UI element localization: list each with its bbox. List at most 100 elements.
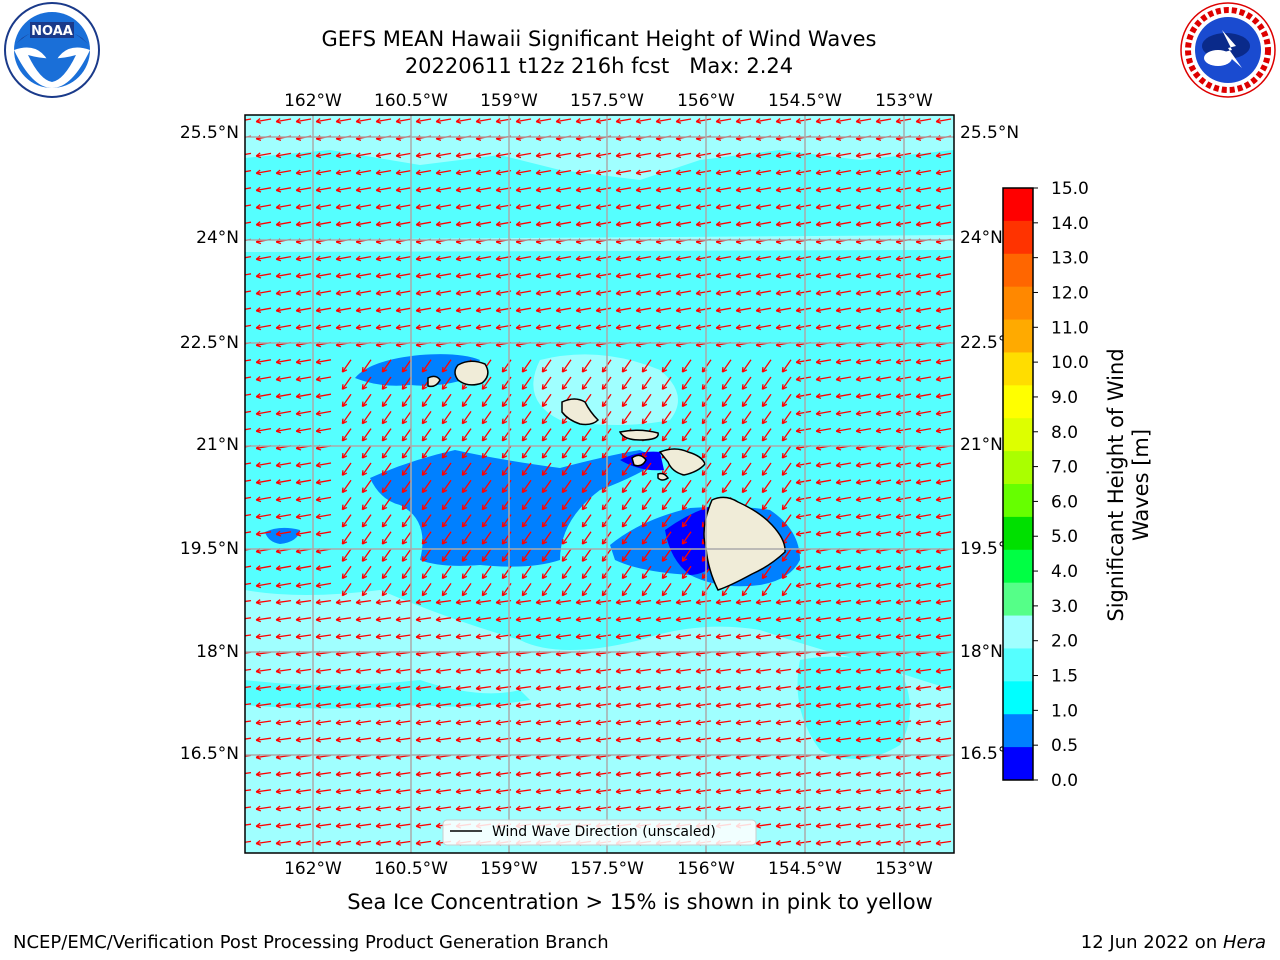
wave-direction-arrowhead xyxy=(715,805,722,812)
wave-direction-arrowhead xyxy=(661,504,668,511)
wave-direction-arrowhead xyxy=(621,590,628,597)
wave-direction-arrowhead xyxy=(481,556,488,562)
wave-direction-arrowhead xyxy=(236,497,241,502)
wave-direction-arrow xyxy=(276,359,292,364)
wave-direction-arrow xyxy=(856,393,872,398)
wave-direction-arrow xyxy=(276,582,292,587)
wave-direction-arrowhead xyxy=(275,393,282,400)
wave-direction-arrow xyxy=(296,290,312,295)
wave-direction-arrow xyxy=(376,703,392,707)
wave-direction-arrow xyxy=(816,152,832,157)
wave-direction-arrow xyxy=(361,428,372,442)
wave-direction-arrow xyxy=(856,152,872,157)
wave-direction-arrowhead xyxy=(275,788,282,795)
wave-direction-arrowhead xyxy=(935,461,942,468)
wave-direction-arrow xyxy=(756,187,772,192)
wave-direction-arrowhead xyxy=(815,805,822,812)
wave-direction-arrowhead xyxy=(401,539,408,545)
wave-direction-arrowhead xyxy=(541,453,548,459)
island-kauai xyxy=(454,360,489,386)
wave-direction-arrow xyxy=(356,118,372,123)
wave-direction-arrowhead xyxy=(401,504,408,511)
wave-direction-arrowhead xyxy=(835,633,842,640)
wave-direction-arrowhead xyxy=(375,117,382,124)
wave-direction-arrowhead xyxy=(455,272,462,279)
wave-direction-arrow xyxy=(245,685,252,689)
wave-direction-arrowhead xyxy=(561,539,568,545)
wave-direction-arrow xyxy=(596,152,612,157)
wave-direction-arrow xyxy=(641,514,652,528)
wave-direction-arrowhead xyxy=(275,203,282,210)
wave-direction-arrow xyxy=(341,548,352,562)
wave-direction-arrow xyxy=(641,411,652,425)
wave-direction-arrow xyxy=(376,668,392,673)
wave-direction-arrowhead xyxy=(435,839,442,846)
wave-direction-arrow xyxy=(616,187,632,192)
wave-direction-arrowhead xyxy=(835,221,842,228)
wave-direction-arrow xyxy=(276,273,292,278)
wave-direction-arrow xyxy=(336,255,352,260)
lat-tick-left: 24°N xyxy=(196,228,239,248)
wave-direction-arrow xyxy=(416,307,432,312)
wave-direction-arrow xyxy=(781,548,792,562)
wave-direction-arrowhead xyxy=(495,289,502,296)
wave-direction-arrowhead xyxy=(915,702,922,709)
wave-direction-arrowhead xyxy=(355,685,362,692)
wave-direction-arrowhead xyxy=(855,393,862,400)
wave-direction-arrowhead xyxy=(475,203,482,210)
wave-direction-arrow xyxy=(276,840,292,845)
wave-direction-arrow xyxy=(536,324,552,329)
wave-direction-arrowhead xyxy=(361,590,368,597)
wave-direction-arrow xyxy=(816,496,832,501)
wave-direction-arrowhead xyxy=(815,152,822,159)
wave-direction-arrowhead xyxy=(875,736,882,743)
wave-direction-arrow xyxy=(761,393,772,407)
wave-direction-arrowhead xyxy=(415,685,422,692)
wave-direction-arrow xyxy=(456,806,472,810)
wave-direction-arrow xyxy=(516,789,532,793)
wave-direction-arrow xyxy=(876,307,892,312)
wave-direction-arrowhead xyxy=(535,702,542,709)
wave-direction-arrow xyxy=(676,290,692,295)
colorbar-segment xyxy=(1003,747,1033,781)
wave-direction-arrow xyxy=(356,152,372,157)
wave-direction-arrow xyxy=(781,428,792,442)
wave-direction-arrowhead xyxy=(781,418,788,425)
wave-direction-arrowhead xyxy=(915,152,922,159)
wave-direction-arrow xyxy=(536,789,552,793)
colorbar-label: Significant Height of Wind Waves [m] xyxy=(1104,348,1153,621)
wave-direction-arrowhead xyxy=(441,487,448,494)
wave-direction-arrow xyxy=(401,583,412,597)
wave-direction-arrowhead xyxy=(621,367,628,373)
wave-direction-arrowhead xyxy=(236,359,241,364)
wave-direction-arrowhead xyxy=(675,324,682,331)
wave-direction-arrow xyxy=(256,737,272,741)
wave-direction-arrowhead xyxy=(595,771,602,778)
wave-direction-arrow xyxy=(401,411,412,425)
wave-direction-arrowhead xyxy=(835,186,842,193)
wave-direction-arrowhead xyxy=(661,573,668,580)
wave-direction-arrow xyxy=(256,496,272,501)
wave-direction-arrow xyxy=(916,531,932,536)
wave-direction-arrowhead xyxy=(641,539,648,545)
wave-direction-arrow xyxy=(816,599,832,604)
wave-direction-arrowhead xyxy=(501,384,508,390)
wave-direction-arrowhead xyxy=(461,573,468,580)
wave-direction-arrowhead xyxy=(935,152,942,159)
lon-tick-bottom: 162°W xyxy=(284,859,342,879)
wave-direction-arrowhead xyxy=(835,169,842,176)
wave-direction-arrowhead xyxy=(875,616,882,623)
wave-direction-arrowhead xyxy=(501,590,508,597)
wave-direction-arrow xyxy=(556,685,572,690)
wave-direction-arrowhead xyxy=(381,539,388,545)
wave-direction-arrowhead xyxy=(601,384,608,390)
wave-direction-arrow xyxy=(696,290,712,295)
colorbar-tick-label: 8.0 xyxy=(1051,423,1078,443)
wave-direction-arrowhead xyxy=(415,289,422,296)
wave-direction-arrowhead xyxy=(775,186,782,193)
wave-direction-arrowhead xyxy=(781,504,788,511)
wave-direction-arrow xyxy=(356,840,372,845)
wave-direction-arrowhead xyxy=(615,667,622,674)
wave-direction-arrow xyxy=(316,255,332,260)
wave-direction-arrow xyxy=(876,840,892,845)
